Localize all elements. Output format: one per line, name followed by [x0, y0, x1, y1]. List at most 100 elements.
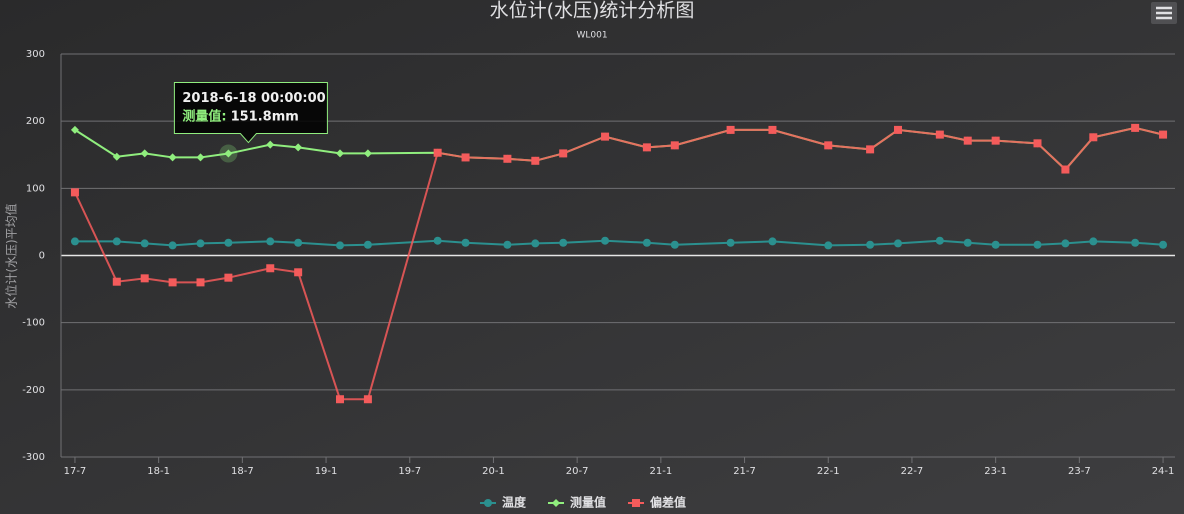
point: [168, 153, 177, 162]
point: [363, 395, 372, 404]
legend-marker: [484, 499, 492, 507]
point: [336, 241, 344, 250]
x-tick-label: 21-1: [649, 466, 672, 477]
tooltip-series: 测量值:: [182, 108, 226, 124]
point: [224, 149, 233, 158]
point: [140, 274, 149, 283]
point: [266, 264, 275, 273]
x-tick-label: 19-1: [315, 466, 338, 477]
point: [768, 237, 777, 246]
chart-subtitle: WL001: [576, 31, 607, 41]
menu-button[interactable]: [1151, 2, 1177, 24]
legend-label: 测量值: [570, 495, 606, 510]
point: [726, 125, 735, 134]
point: [1159, 130, 1168, 139]
y-axis-title: 水位计(水压)平均值: [4, 203, 19, 308]
legend-label: 温度: [502, 495, 527, 510]
point: [1061, 165, 1070, 174]
point: [1033, 240, 1042, 249]
point: [1061, 239, 1070, 248]
point: [70, 237, 79, 246]
x-tick-label: 23-1: [984, 466, 1007, 477]
y-tick-label: 100: [26, 183, 45, 194]
point: [266, 140, 275, 149]
x-tick-label: 23-7: [1068, 466, 1091, 477]
hover-halo: [219, 144, 238, 163]
point: [433, 148, 442, 157]
y-tick-label: -200: [22, 385, 45, 396]
point: [726, 238, 735, 247]
point: [601, 132, 610, 141]
x-tick-label: 22-7: [901, 466, 924, 477]
x-tick-label: 20-7: [566, 466, 589, 477]
point: [70, 125, 79, 134]
point: [824, 241, 833, 250]
point: [935, 236, 944, 245]
point: [963, 136, 972, 145]
legend-label: 偏差值: [650, 495, 686, 510]
menu-icon[interactable]: [1156, 6, 1172, 20]
point: [1089, 133, 1098, 142]
legend-marker: [552, 499, 560, 507]
point: [336, 149, 344, 158]
x-tick-label: 18-1: [147, 466, 170, 477]
y-tick-label: 200: [26, 116, 45, 127]
x-tick-label: 17-7: [64, 466, 87, 477]
point: [531, 156, 540, 165]
point: [196, 239, 205, 248]
point: [140, 239, 149, 248]
y-tick-label: 300: [26, 49, 45, 60]
point: [224, 273, 233, 282]
tooltip-box: [173, 82, 328, 144]
point: [168, 278, 177, 287]
y-tick-label: -300: [22, 452, 45, 463]
x-tick-label: 22-1: [817, 466, 840, 477]
x-tick-label: 20-1: [482, 466, 505, 477]
tooltip-line: 测量值: 151.8mm: [182, 108, 298, 124]
point: [1131, 238, 1140, 247]
point: [503, 154, 512, 163]
point: [168, 241, 177, 250]
point: [894, 125, 902, 134]
point: [670, 141, 679, 150]
point: [670, 240, 679, 249]
point: [363, 149, 372, 158]
x-tick-label: 21-7: [733, 466, 756, 477]
x-tick-label: 19-7: [398, 466, 421, 477]
point: [336, 395, 344, 404]
point: [433, 236, 442, 245]
point: [503, 240, 512, 249]
y-tick-label: 0: [39, 251, 45, 262]
x-tick-label: 24-1: [1152, 466, 1175, 477]
y-tick-label: -100: [22, 318, 45, 329]
point: [196, 153, 205, 162]
point: [1033, 139, 1042, 148]
point: [266, 237, 275, 246]
chart-title: 水位计(水压)统计分析图: [490, 0, 695, 22]
tooltip-title: 2018-6-18 00:00:00: [182, 91, 325, 106]
point: [294, 268, 303, 277]
point: [294, 143, 303, 152]
x-tick-label: 18-7: [231, 466, 254, 477]
legend-marker: [632, 499, 640, 507]
point: [461, 153, 470, 162]
point: [991, 240, 1000, 249]
point: [70, 188, 79, 197]
point: [363, 240, 372, 249]
point: [294, 238, 303, 247]
point: [461, 238, 470, 247]
point: [824, 141, 833, 150]
point: [894, 239, 902, 248]
point: [559, 238, 568, 247]
point: [531, 239, 540, 248]
point: [224, 238, 233, 247]
point: [601, 236, 610, 245]
point: [1131, 123, 1140, 132]
point: [642, 238, 651, 247]
point: [140, 149, 149, 158]
tooltip-value: 151.8mm: [231, 109, 299, 124]
point: [112, 277, 121, 286]
point: [991, 136, 1000, 145]
